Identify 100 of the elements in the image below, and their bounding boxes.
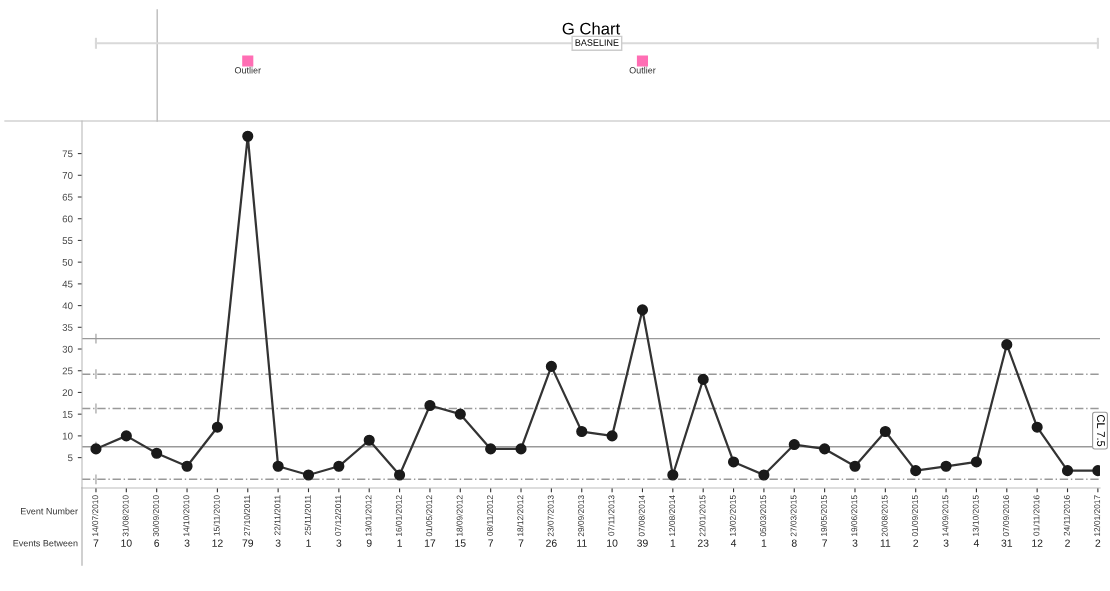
point [363,434,375,446]
data-label: 1 [306,539,311,547]
data-label: 3 [336,539,342,547]
text: Outlier [234,66,261,74]
data-label: 12 [212,539,223,547]
data-label: 39 [637,539,648,547]
x-tick-label: 13/02/2015 [729,495,736,537]
x-tick-label: 01/11/2016 [1033,495,1040,536]
data-label: 1 [761,539,767,547]
point [424,399,436,412]
data-label: 7 [822,539,827,547]
data-label: 6 [154,539,160,547]
x-tick-label: 16/01/2012 [395,495,402,537]
data-label: 23 [697,539,709,547]
point [879,425,891,438]
x-tick-label: 19/06/2015 [851,495,858,537]
x-tick-label: 01/09/2015 [911,495,918,537]
data-label: 31 [1001,539,1013,547]
data-label: 7 [518,539,524,547]
data-label: 1 [670,539,676,547]
chart-title: G Chart [562,22,621,35]
point [1061,465,1074,477]
data-label: 7 [488,539,494,547]
point [727,456,740,468]
point [211,421,223,433]
y-tick-label: 30 [62,345,73,353]
data-label: 26 [546,539,557,547]
data-label: 3 [943,539,949,547]
y-tick-label: 70 [62,172,73,179]
point [636,304,649,316]
point [181,460,193,472]
point [697,373,709,385]
y-tick-label: 40 [62,302,73,310]
data-label: 11 [880,539,891,547]
x-tick-label: 18/09/2012 [456,495,463,537]
point [970,456,982,468]
x-tick-label: 25/11/2011 [304,495,311,535]
point [819,443,831,455]
data-label: 2 [1065,539,1070,547]
data-label: 10 [607,539,618,547]
data-label: 8 [791,539,797,547]
data-label: 10 [121,539,132,547]
point [302,469,315,481]
x-tick-label: 07/12/2011 [334,495,342,536]
data-label: 2 [1095,539,1101,547]
point [1031,421,1043,433]
x-tick-label: 12/08/2014 [668,495,676,537]
point [333,460,345,472]
point [606,430,618,442]
x-tick-label: 22/01/2015 [699,495,706,537]
x-tick-label: 27/03/2015 [790,495,797,537]
point [1001,339,1013,351]
y-tick-label: 55 [62,237,73,245]
x-tick-label: 07/11/2013 [608,495,615,536]
data-label: 79 [242,539,254,547]
point [667,469,679,481]
y-tick-label: 15 [62,411,73,418]
x-tick-label: 05/03/2015 [760,495,767,537]
x-tick-label: 14/07/2010 [92,495,99,537]
data-label: 15 [455,539,466,547]
x-tick-label: 29/09/2013 [577,495,584,537]
y-tick-label: 65 [62,193,73,201]
point [485,443,497,455]
x-tick-label: 13/01/2012 [365,495,372,537]
y-tick-label: 35 [62,324,73,331]
x-tick-label: 12/01/2017 [1093,495,1101,537]
text: Outlier [629,66,656,74]
y-tick-label: 5 [67,454,73,462]
data-label: 4 [730,539,737,547]
point [515,443,527,455]
x-tick-label: 07/09/2016 [1002,495,1010,537]
data-label: 12 [1032,539,1043,547]
point [454,408,466,420]
point [758,469,770,481]
point [90,443,102,455]
point [394,469,406,481]
point [272,460,284,472]
y-tick-label: 45 [62,280,73,288]
data-label: 2 [913,539,919,547]
x-tick-label: 23/07/2013 [547,495,554,537]
point [576,425,588,438]
x-tick-label: 19/05/2015 [820,495,827,537]
x-tick-label: 24/11/2016 [1063,495,1070,536]
point [120,430,132,442]
x-tick-label: 14/09/2015 [942,495,949,537]
data-label: 9 [366,539,372,547]
x-tick-label: 15/11/2010 [213,495,220,536]
point [545,360,557,372]
data-label: 17 [424,539,436,547]
y-tick-label: 10 [62,432,73,440]
text: BASELINE [575,39,619,46]
x-tick-label: 01/05/2012 [426,495,433,537]
x-tick-label: 13/10/2015 [972,495,979,537]
y-tick-label: 75 [62,150,73,158]
x-tick-label: 31/08/2010 [122,495,129,537]
point [940,460,952,472]
data-label: 4 [973,539,980,547]
x-tick-label: 08/11/2012 [486,495,493,536]
y-tick-label: 20 [62,389,73,397]
point [788,439,800,451]
